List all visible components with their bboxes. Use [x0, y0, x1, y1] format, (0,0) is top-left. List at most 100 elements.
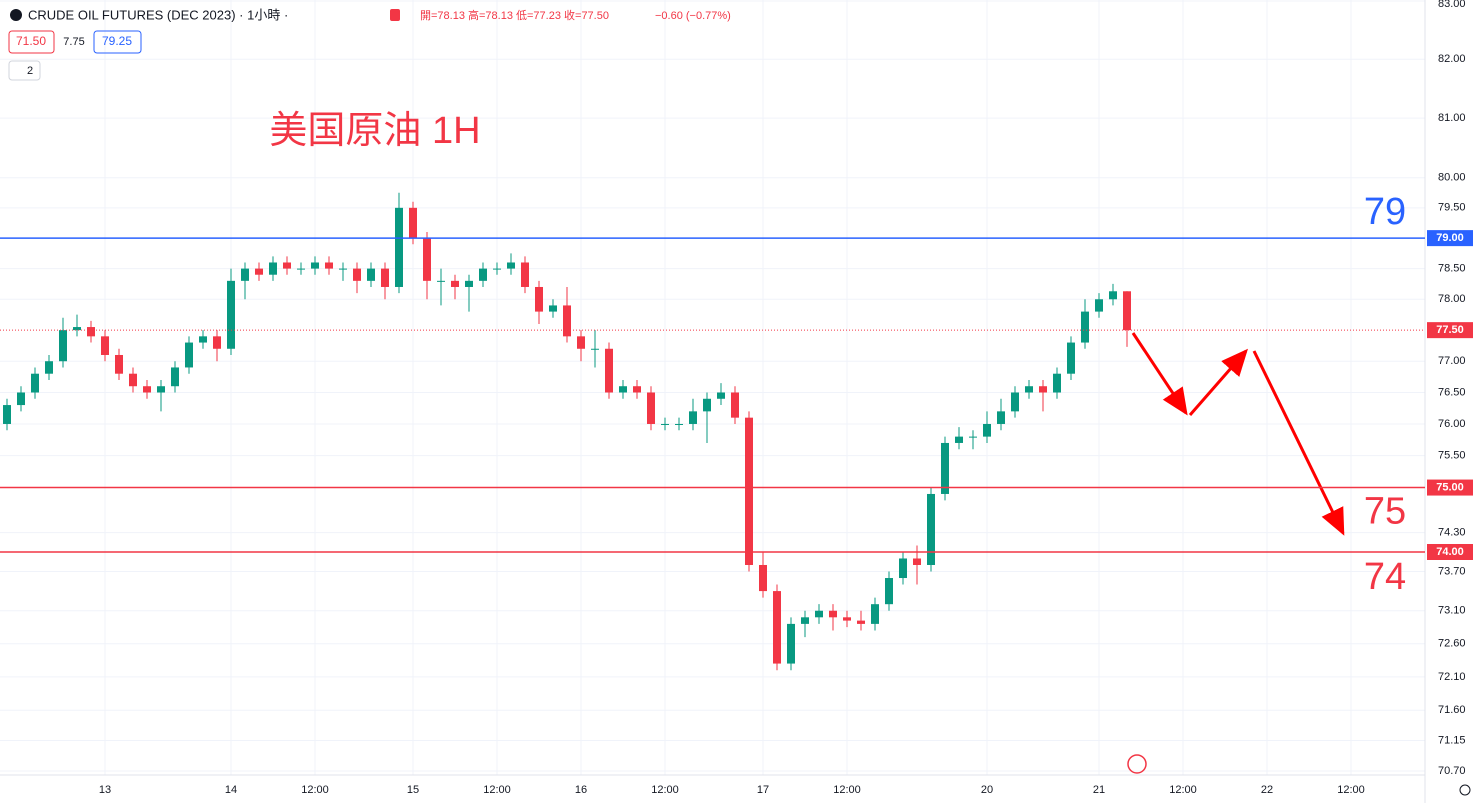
candle-body	[479, 268, 487, 281]
x-tick-label: 12:00	[833, 784, 861, 796]
spread: 7.75	[63, 36, 84, 48]
candle-body	[633, 386, 641, 393]
price-tag	[1427, 543, 1473, 560]
candle-body	[87, 327, 95, 337]
candle-body	[241, 268, 249, 281]
candle-body	[1095, 299, 1103, 312]
candle-body	[647, 392, 655, 424]
bid-box[interactable]	[8, 30, 55, 54]
level-annotation: 75	[1364, 491, 1406, 533]
candle-body	[549, 305, 557, 312]
x-tick-label: 12:00	[651, 784, 679, 796]
x-tick-label: 21	[1093, 784, 1105, 796]
ask: 79.25	[102, 34, 132, 48]
y-tick-label: 73.10	[1438, 605, 1466, 617]
y-tick-label: 71.15	[1438, 734, 1466, 746]
ask-box[interactable]	[93, 30, 142, 54]
y-tick-label: 78.50	[1438, 263, 1466, 275]
level-annotation: 79	[1364, 191, 1406, 233]
settings-icon[interactable]	[1459, 784, 1471, 796]
candle-body	[409, 207, 417, 239]
candles	[3, 192, 1131, 671]
y-tick-label: 79.50	[1438, 202, 1466, 214]
candle-body	[885, 578, 893, 605]
candle-body	[759, 564, 767, 592]
x-tick-label: 12:00	[1169, 784, 1197, 796]
chart-title: 美国原油 1H	[269, 110, 480, 152]
candle-body	[45, 361, 53, 374]
candle-body	[563, 305, 571, 337]
candle-body	[913, 558, 921, 565]
x-tick-label: 13	[99, 784, 111, 796]
candle-body	[815, 610, 823, 618]
candle-body	[213, 336, 221, 349]
y-tick-label: 72.10	[1438, 671, 1466, 683]
candle-body	[255, 268, 263, 275]
candle-body	[773, 591, 781, 664]
candle-body	[381, 268, 389, 287]
candle-body	[619, 386, 627, 393]
candle-body	[297, 268, 305, 270]
candle-body	[605, 348, 613, 393]
candle-body	[465, 280, 473, 287]
price-tag	[1427, 479, 1473, 496]
candle-body	[171, 367, 179, 387]
candle-body	[283, 262, 291, 269]
y-tick-label: 71.60	[1438, 704, 1466, 716]
y-tick-label: 81.00	[1438, 112, 1466, 124]
candle-body	[507, 262, 515, 269]
candle-body	[675, 423, 683, 425]
candle-body	[899, 558, 907, 579]
y-tick-label: 76.00	[1438, 418, 1466, 430]
indicator-toggle[interactable]	[8, 60, 41, 81]
candle-body	[101, 336, 109, 355]
candle-body	[843, 617, 851, 621]
ohlc: 開=78.13 高=78.13 低=77.23 收=77.50	[420, 8, 609, 22]
candle-body	[1067, 342, 1075, 374]
candle-body	[269, 262, 277, 275]
y-tick-label: 73.70	[1438, 565, 1466, 577]
price-tag	[1427, 322, 1473, 339]
candle-body	[311, 262, 319, 269]
y-tick-label: 83.00	[1438, 0, 1466, 10]
price-tag-label: 77.50	[1436, 324, 1464, 336]
candle-body	[871, 604, 879, 624]
candle-body	[997, 411, 1005, 424]
candle-body	[129, 373, 137, 387]
candle-body	[1039, 386, 1047, 393]
candle-body	[577, 336, 585, 349]
x-tick-label: 12:00	[301, 784, 329, 796]
candle-body	[1053, 373, 1061, 393]
candle-body	[731, 392, 739, 418]
candle-body	[227, 280, 235, 349]
candle-body	[521, 262, 529, 287]
y-tick-label: 74.30	[1438, 526, 1466, 538]
price-tag-label: 75.00	[1436, 481, 1464, 493]
candle-body	[339, 268, 347, 270]
candle-body	[437, 280, 445, 282]
event-icon[interactable]	[1127, 754, 1147, 774]
candle-body	[3, 405, 11, 424]
candle-body	[1025, 386, 1033, 393]
symbol: CRUDE OIL FUTURES (DEC 2023) · 1小時 ·	[28, 7, 288, 22]
y-tick-label: 78.00	[1438, 293, 1466, 305]
candle-body	[801, 617, 809, 624]
projection-arrow	[1188, 348, 1248, 416]
x-tick-label: 16	[575, 784, 587, 796]
candle-body	[143, 386, 151, 393]
candle-body	[983, 423, 991, 437]
candle-body	[199, 336, 207, 343]
projection-arrow	[1252, 350, 1345, 536]
x-tick-label: 14	[225, 784, 237, 796]
candle-body	[703, 398, 711, 412]
status-icon	[390, 9, 400, 21]
candle-body	[157, 386, 165, 393]
candle-body	[325, 262, 333, 269]
x-tick-label: 17	[757, 784, 769, 796]
candle-body	[367, 268, 375, 281]
candle-body	[661, 423, 669, 425]
y-tick-label: 77.00	[1438, 355, 1466, 367]
x-tick-label: 12:00	[483, 784, 511, 796]
candle-body	[1011, 392, 1019, 412]
